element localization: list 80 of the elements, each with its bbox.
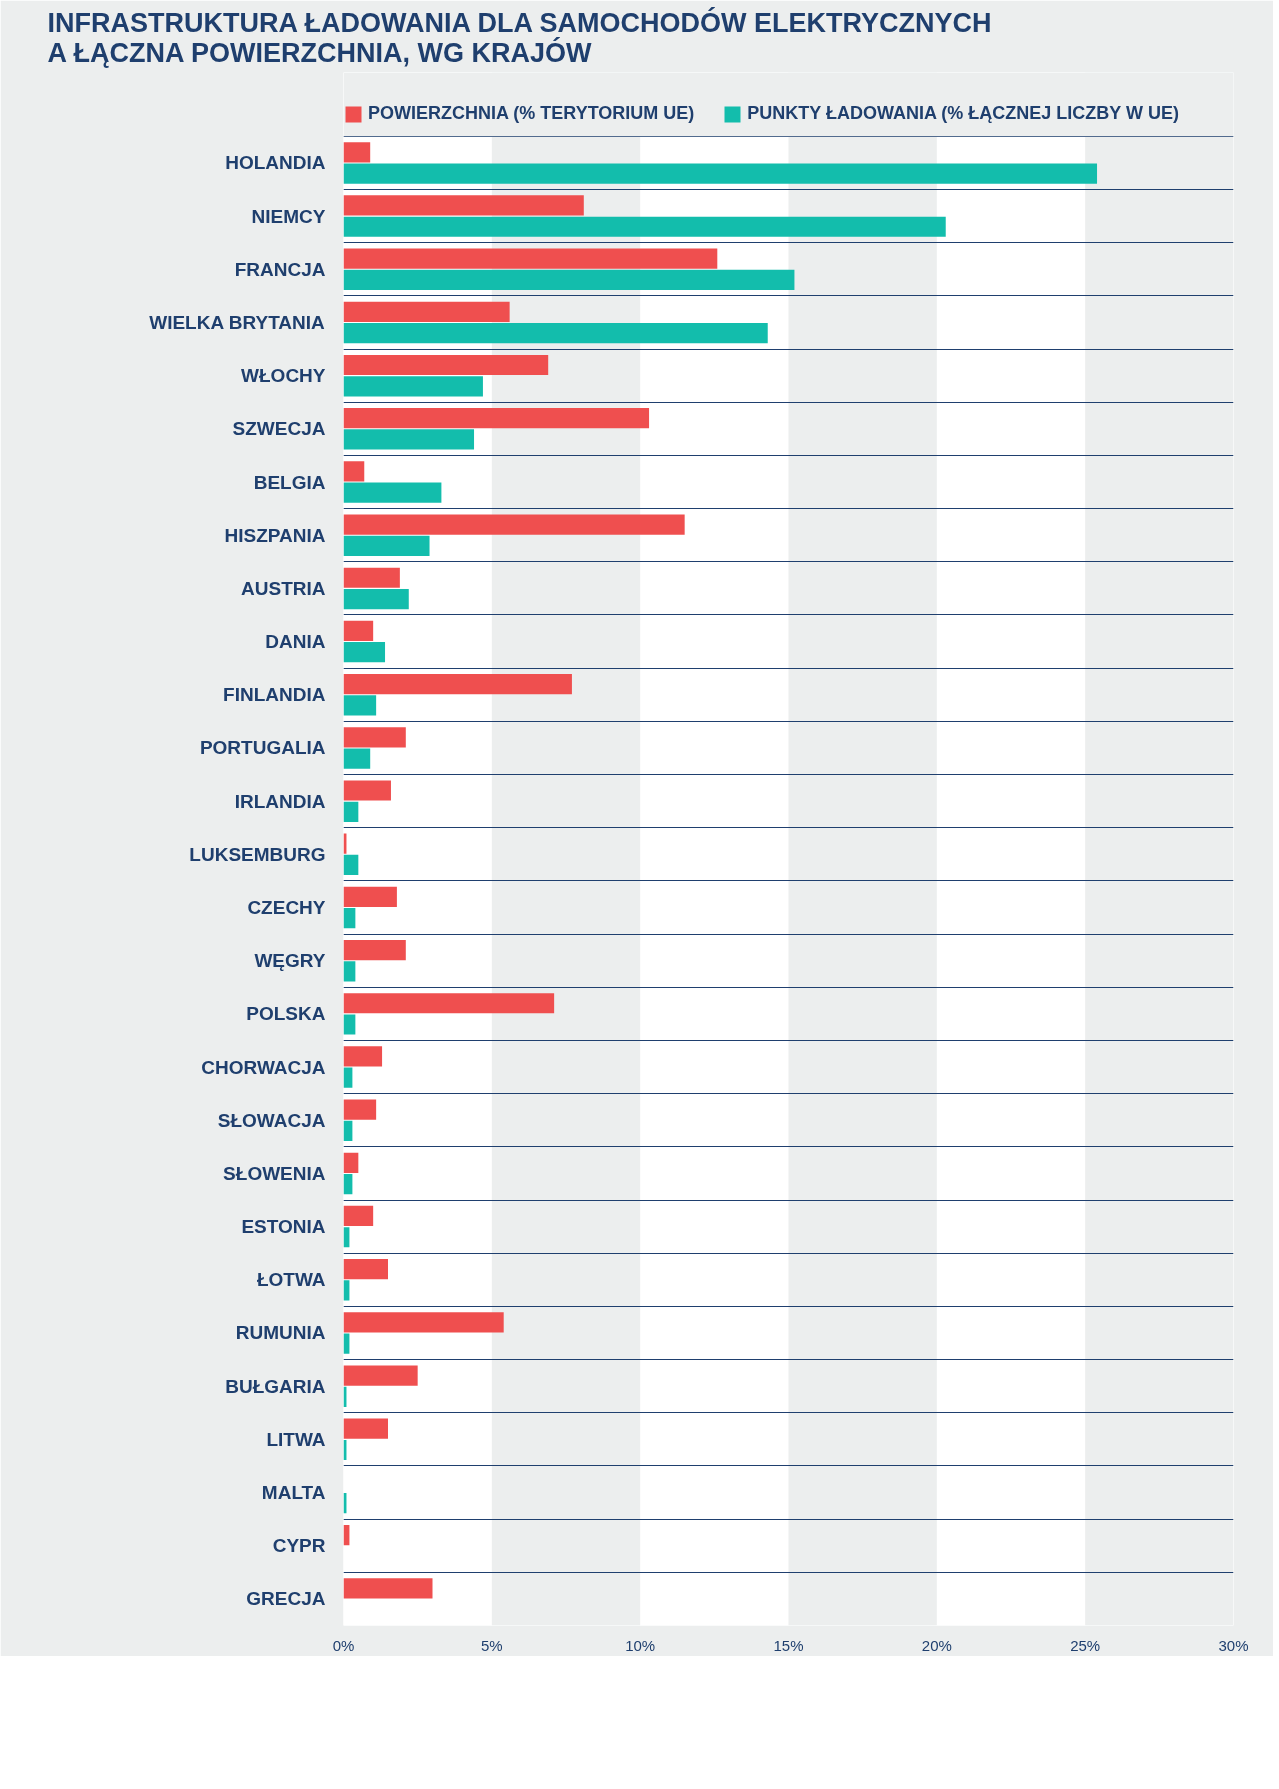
bar bbox=[343, 588, 409, 610]
bar bbox=[343, 323, 768, 344]
bar bbox=[343, 1578, 433, 1599]
x-tick-label: 20% bbox=[921, 1636, 952, 1654]
y-tick-label: WĘGRY bbox=[254, 950, 326, 972]
y-tick-label: SŁOWENIA bbox=[223, 1162, 326, 1184]
bar bbox=[343, 886, 397, 907]
bar bbox=[343, 1014, 356, 1035]
y-tick-label: BELGIA bbox=[253, 471, 326, 493]
bar bbox=[343, 269, 795, 291]
x-tick-label: 5% bbox=[480, 1636, 503, 1654]
y-tick-label: FRANCJA bbox=[234, 258, 326, 280]
bar bbox=[343, 1312, 504, 1333]
y-tick-label: PORTUGALIA bbox=[199, 737, 326, 759]
legend-label: POWIERZCHNIA (% TERYTORIUM UE) bbox=[368, 103, 695, 124]
bar bbox=[343, 1365, 418, 1386]
y-tick-label: MALTA bbox=[261, 1482, 326, 1504]
y-tick-label: HISZPANIA bbox=[224, 524, 326, 546]
bar bbox=[343, 408, 650, 429]
chart-title: INFRASTRUKTURA ŁADOWANIA DLA SAMOCHODÓW ELEKTRYCZNYCH A ŁĄCZNA POWIERZCHNIA, WG KRAJÓW bbox=[47, 6, 992, 68]
bar bbox=[343, 1046, 383, 1067]
bar bbox=[343, 748, 371, 769]
y-tick-label: WŁOCHY bbox=[241, 365, 326, 387]
y-tick-label: CHORWACJA bbox=[201, 1056, 326, 1078]
y-tick-label: POLSKA bbox=[246, 1003, 326, 1025]
legend-label: PUNKTY ŁADOWANIA (% ŁĄCZNEJ LICZBY W UE) bbox=[747, 103, 1180, 124]
y-tick-label: HOLANDIA bbox=[225, 152, 326, 174]
bar bbox=[343, 1205, 374, 1227]
bar bbox=[343, 695, 377, 716]
bar bbox=[343, 535, 430, 556]
bar bbox=[343, 514, 685, 535]
y-tick-label: DANIA bbox=[265, 631, 326, 653]
bar bbox=[343, 376, 483, 397]
bar bbox=[343, 1152, 359, 1173]
y-tick-label: LUKSEMBURG bbox=[189, 843, 326, 865]
bar bbox=[343, 801, 359, 822]
bar bbox=[343, 674, 572, 695]
y-tick-label: AUSTRIA bbox=[241, 577, 326, 599]
bar bbox=[343, 216, 946, 237]
bar bbox=[343, 780, 391, 801]
y-tick-label: SZWECJA bbox=[232, 418, 326, 440]
y-tick-label: RUMUNIA bbox=[235, 1322, 326, 1344]
y-tick-label: GRECJA bbox=[246, 1588, 326, 1610]
bar bbox=[343, 163, 1098, 184]
x-tick-label: 15% bbox=[773, 1636, 804, 1654]
bar bbox=[343, 908, 356, 929]
bar bbox=[343, 354, 549, 376]
bar bbox=[343, 142, 371, 163]
bar bbox=[343, 567, 400, 588]
bar bbox=[343, 642, 386, 663]
y-tick-label: BUŁGARIA bbox=[225, 1375, 326, 1397]
bar bbox=[343, 195, 584, 216]
y-tick-label: WIELKA BRYTANIA bbox=[149, 311, 326, 333]
bar bbox=[343, 482, 442, 503]
y-tick-label: FINLANDIA bbox=[223, 684, 326, 706]
bar bbox=[343, 961, 356, 982]
bar bbox=[343, 1259, 388, 1280]
y-tick-label: CZECHY bbox=[247, 897, 326, 918]
bar bbox=[343, 1099, 377, 1120]
y-tick-label: IRLANDIA bbox=[234, 790, 326, 812]
y-tick-label: NIEMCY bbox=[251, 205, 326, 227]
x-tick-label: 25% bbox=[1070, 1636, 1101, 1654]
x-tick-label: 30% bbox=[1218, 1636, 1249, 1654]
y-tick-label: ESTONIA bbox=[241, 1216, 326, 1238]
y-tick-label: SŁOWACJA bbox=[217, 1109, 326, 1131]
bar bbox=[343, 854, 359, 876]
bar bbox=[343, 1418, 388, 1439]
bar bbox=[343, 727, 406, 748]
bar bbox=[343, 993, 555, 1014]
y-tick-label: CYPR bbox=[272, 1535, 326, 1557]
x-tick-label: 0% bbox=[332, 1636, 355, 1654]
x-tick-label: 10% bbox=[625, 1636, 656, 1654]
bar bbox=[343, 620, 374, 642]
bar bbox=[343, 248, 718, 269]
bar bbox=[343, 301, 510, 322]
y-tick-label: ŁOTWA bbox=[256, 1269, 326, 1291]
bar bbox=[343, 461, 365, 482]
bar bbox=[343, 429, 475, 450]
bar bbox=[343, 939, 406, 961]
y-tick-label: LITWA bbox=[266, 1428, 326, 1450]
